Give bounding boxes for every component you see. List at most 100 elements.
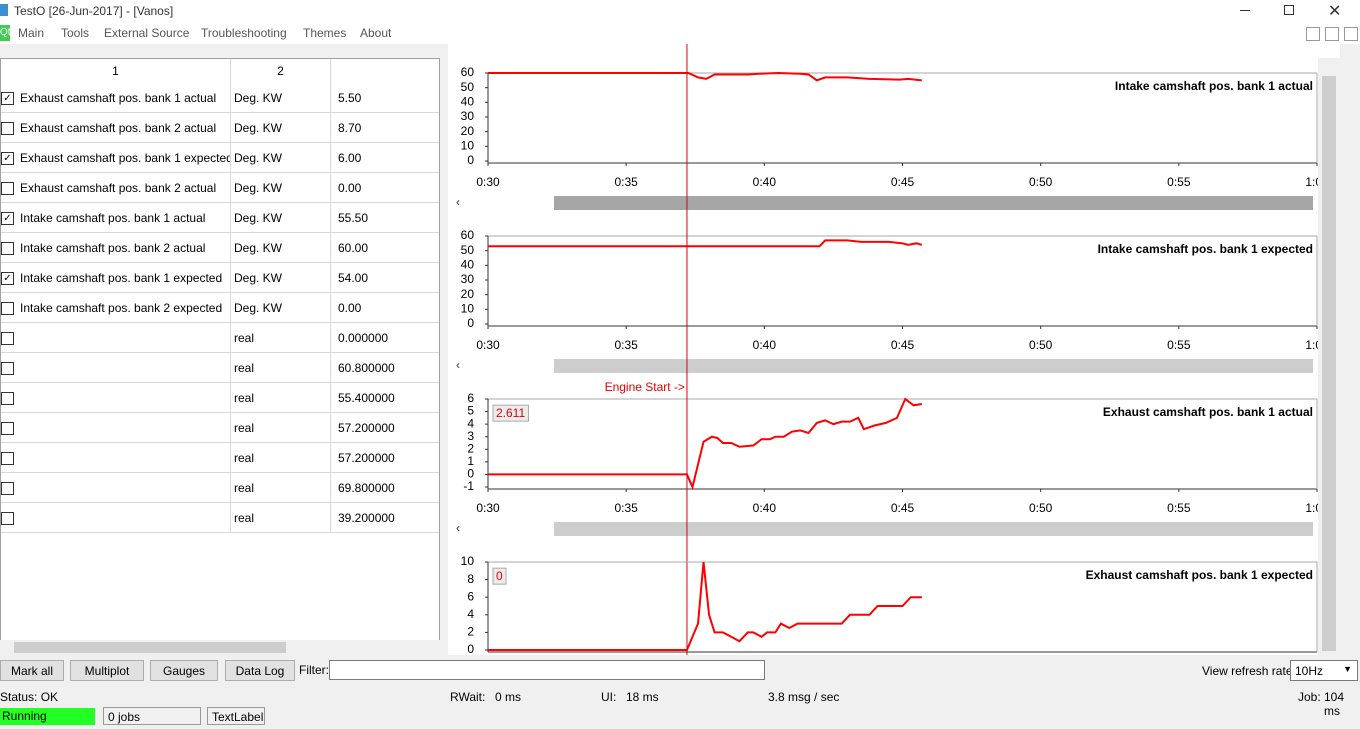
checkbox[interactable] xyxy=(1,242,14,255)
y-tick-label: 6 xyxy=(467,391,474,405)
cell-text: Intake camshaft pos. bank 2 actual xyxy=(20,241,206,255)
title-bar: TestO [26-Jun-2017] - [Vanos] ✕ xyxy=(0,0,1360,22)
text-label: TextLabel xyxy=(207,707,265,725)
chart-title: Intake camshaft pos. bank 1 actual xyxy=(1115,79,1313,93)
table-cell xyxy=(1,503,231,533)
x-tick-label: 0:30 xyxy=(476,338,500,352)
app-icon xyxy=(0,4,8,16)
cell-text: Intake camshaft pos. bank 2 expected xyxy=(20,301,223,315)
checkbox[interactable] xyxy=(1,182,14,195)
checkbox[interactable]: ✓ xyxy=(1,152,14,165)
cell-text: real xyxy=(234,511,255,525)
cell-text: 57.200000 xyxy=(338,421,395,435)
filter-input[interactable] xyxy=(329,660,765,680)
cell-text: real xyxy=(234,331,255,345)
cell-text: 0.00 xyxy=(338,301,362,315)
button[interactable]: Data Log xyxy=(225,660,295,681)
checkbox[interactable] xyxy=(1,512,14,525)
y-tick-label: 20 xyxy=(461,124,475,138)
y-tick-label: 6 xyxy=(467,589,474,603)
rate-value: 3.8 msg / sec xyxy=(768,690,840,704)
checkbox[interactable] xyxy=(1,392,14,405)
button[interactable]: Gauges xyxy=(150,660,218,681)
table-cell: 60.00 xyxy=(331,233,439,263)
y-tick-label: 60 xyxy=(461,65,475,79)
job-value: 104 ms xyxy=(1324,690,1345,718)
checkbox[interactable] xyxy=(1,122,14,135)
header-cell: 1 xyxy=(1,59,231,83)
v-scrollbar[interactable] xyxy=(1318,58,1340,655)
y-tick-label: 2 xyxy=(467,441,474,455)
cell-text: Exhaust camshaft pos. bank 1 expected xyxy=(20,151,231,165)
table-cell: Deg. KW xyxy=(231,173,331,203)
checkbox[interactable] xyxy=(1,362,14,375)
button[interactable]: Mark all xyxy=(0,660,64,681)
x-tick-label: 0:50 xyxy=(1029,501,1053,515)
y-tick-label: 40 xyxy=(461,258,475,272)
y-tick-label: 2 xyxy=(467,625,474,639)
table-cell: Intake camshaft pos. bank 2 actual xyxy=(1,233,231,263)
cell-text: Deg. KW xyxy=(234,211,283,225)
x-tick-label: 0:35 xyxy=(614,501,638,515)
checkbox[interactable] xyxy=(1,302,14,315)
checkbox[interactable] xyxy=(1,422,14,435)
menu-item[interactable]: Main xyxy=(18,26,45,40)
table-cell: ✓ Exhaust camshaft pos. bank 1 actual xyxy=(1,83,231,113)
table-cell: 69.800000 xyxy=(331,473,439,503)
checkbox[interactable]: ✓ xyxy=(1,272,14,285)
checkbox[interactable]: ✓ xyxy=(1,212,14,225)
menu-item[interactable]: Tools xyxy=(61,26,90,40)
cell-text: real xyxy=(234,451,255,465)
table-cell xyxy=(1,323,231,353)
cell-text: 0.00 xyxy=(338,181,362,195)
table-cell: Deg. KW xyxy=(231,203,331,233)
table-cell: 5.50 xyxy=(331,83,439,113)
table-cell: Intake camshaft pos. bank 2 expected xyxy=(1,293,231,323)
close-button[interactable]: ✕ xyxy=(1328,3,1342,20)
refresh-select[interactable]: 10Hz ▼ xyxy=(1290,660,1358,681)
checkbox[interactable]: ✓ xyxy=(1,92,14,105)
table-cell: 55.400000 xyxy=(331,383,439,413)
filter-label: Filter: xyxy=(299,663,329,677)
h-scrollbar[interactable] xyxy=(0,640,440,655)
restore-button[interactable] xyxy=(1284,5,1294,15)
cell-text: Intake camshaft pos. bank 1 expected xyxy=(20,271,223,285)
table-cell: ✓ Exhaust camshaft pos. bank 1 expected xyxy=(1,143,231,173)
mdi-restore[interactable] xyxy=(1325,27,1339,41)
cell-text: Exhaust camshaft pos. bank 1 actual xyxy=(20,91,217,105)
table-cell: 60.800000 xyxy=(331,353,439,383)
rwait-value: 0 ms xyxy=(495,690,522,704)
window-title: TestO [26-Jun-2017] - [Vanos] xyxy=(14,4,174,18)
cell-text: 8.70 xyxy=(338,121,362,135)
data-line xyxy=(488,561,922,651)
readout-box xyxy=(492,567,507,585)
menu-item[interactable]: External Source xyxy=(104,26,190,40)
chart-scrollbar xyxy=(554,196,1313,210)
table-cell: 55.50 xyxy=(331,203,439,233)
refresh-value: 10Hz xyxy=(1295,664,1324,678)
cell-text: Deg. KW xyxy=(234,91,283,105)
y-tick-label: 0 xyxy=(467,316,474,330)
checkbox[interactable] xyxy=(1,452,14,465)
readout: 0 xyxy=(496,569,503,583)
jobs-indicator: 0 jobs xyxy=(103,707,201,725)
mdi-minimize[interactable] xyxy=(1306,27,1320,41)
menu-item[interactable]: Troubleshooting xyxy=(201,26,287,40)
menu-item[interactable]: About xyxy=(360,26,392,40)
table-cell: Exhaust camshaft pos. bank 2 actual xyxy=(1,173,231,203)
table-cell: 39.200000 xyxy=(331,503,439,533)
checkbox[interactable] xyxy=(1,332,14,345)
chart-scrollbar xyxy=(554,522,1313,536)
minimize-button[interactable] xyxy=(1240,10,1250,11)
scroll-thumb[interactable] xyxy=(1322,76,1336,651)
mdi-close[interactable] xyxy=(1344,27,1358,41)
checkbox[interactable] xyxy=(1,482,14,495)
chart-title: Intake camshaft pos. bank 1 expected xyxy=(1098,242,1313,256)
cell-text: 39.200000 xyxy=(338,511,395,525)
button[interactable]: Multiplot xyxy=(70,660,144,681)
cell-text: real xyxy=(234,481,255,495)
table-cell: Exhaust camshaft pos. bank 2 actual xyxy=(1,113,231,143)
menu-item[interactable]: Themes xyxy=(303,26,347,40)
scroll-thumb[interactable] xyxy=(14,642,286,653)
